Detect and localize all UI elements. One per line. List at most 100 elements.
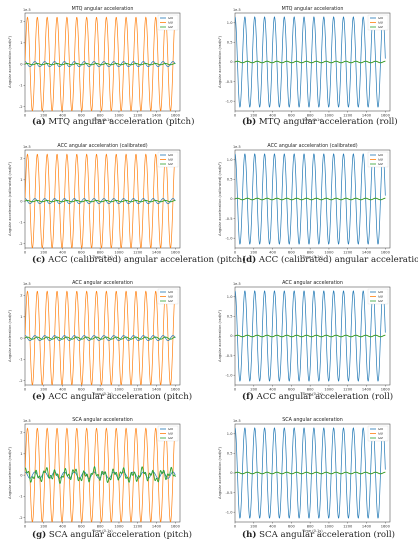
- x-tick-label: 1400: [152, 388, 162, 392]
- caption-label: (g): [32, 529, 46, 540]
- series-line-wx: [235, 16, 386, 108]
- y-tick-label: 0: [20, 199, 23, 203]
- legend-box: [367, 151, 389, 168]
- legend-box: [367, 14, 389, 31]
- legend-label: ωx: [378, 427, 384, 431]
- axis-exponent: 1e-5: [233, 282, 241, 286]
- legend-label: ωx: [168, 153, 174, 157]
- y-tick-label: 0: [20, 473, 23, 477]
- axis-exponent: 1e-5: [23, 8, 31, 12]
- legend-label: ωy: [168, 21, 174, 25]
- y-tick-label: 0: [230, 197, 233, 201]
- x-tick-label: 200: [250, 525, 258, 529]
- y-tick-label: -1: [19, 495, 23, 499]
- x-tick-label: 1600: [171, 251, 181, 255]
- legend-label: ωx: [168, 290, 174, 294]
- y-tick-label: 0: [230, 334, 233, 338]
- y-axis-label: Angular acceleration (rad/s²): [8, 36, 12, 88]
- x-tick-label: 1600: [171, 114, 181, 118]
- caption-text: ACC (calibrated) angular acceleration (r…: [256, 254, 418, 265]
- series-line-wx: [25, 471, 176, 479]
- chart-panel-b: MTQ angular acceleration 1e-5 0 200 400 600 80…: [218, 6, 398, 127]
- x-tick-label: 1000: [114, 388, 124, 392]
- series-line-wz: [25, 336, 176, 340]
- chart-title: MTQ angular acceleration: [282, 6, 344, 12]
- figure-caption: (a) MTQ angular acceleration (pitch): [32, 116, 194, 127]
- series-line-wz: [235, 197, 386, 201]
- x-tick-label: 600: [288, 114, 296, 118]
- x-tick-label: 1000: [324, 251, 334, 255]
- legend-label: ωy: [378, 295, 384, 299]
- x-tick-label: 600: [288, 388, 296, 392]
- y-axis-label: Angular acceleration (rad/s²): [218, 36, 222, 88]
- x-tick-label: 600: [78, 251, 86, 255]
- x-tick-label: 800: [97, 114, 105, 118]
- y-tick-label: 1: [20, 41, 22, 45]
- y-tick-label: 2: [20, 294, 22, 298]
- legend-label: ωx: [168, 427, 174, 431]
- caption-label: (d): [242, 254, 256, 265]
- legend-label: ωx: [378, 290, 384, 294]
- caption-label: (c): [32, 254, 45, 265]
- caption-text: ACC angular acceleration (roll): [254, 391, 393, 402]
- y-tick-label: -0.5: [225, 491, 232, 495]
- x-tick-label: 0: [234, 388, 237, 392]
- x-tick-label: 1000: [114, 114, 124, 118]
- x-tick-label: 200: [40, 114, 48, 118]
- caption-label: (h): [242, 529, 256, 540]
- x-tick-label: 0: [24, 525, 27, 529]
- y-tick-label: -2: [19, 516, 23, 520]
- x-tick-label: 600: [78, 114, 86, 118]
- x-axis-label: Time (0.1s): [301, 255, 323, 259]
- legend-label: ωx: [378, 153, 384, 157]
- x-tick-label: 400: [269, 114, 277, 118]
- y-axis-label: Angular acceleration (rad/s²): [218, 447, 222, 499]
- caption-label: (e): [32, 391, 46, 402]
- chart-panel-a: MTQ angular acceleration 1e-5 0 200 400 600 80…: [8, 6, 194, 127]
- figure-caption: (d) ACC (calibrated) angular acceleratio…: [242, 254, 418, 265]
- legend-box: [157, 288, 179, 305]
- chart-title: ACC angular acceleration (calibrated): [57, 143, 147, 149]
- x-tick-label: 600: [78, 525, 86, 529]
- y-axis-label: Angular acceleration (rad/s²): [218, 310, 222, 362]
- y-tick-label: -2: [19, 105, 23, 109]
- caption-label: (a): [32, 116, 46, 127]
- x-tick-label: 800: [97, 525, 105, 529]
- figure-caption: (g) SCA angular acceleration (pitch): [32, 529, 192, 540]
- x-tick-label: 800: [97, 388, 105, 392]
- legend-label: ωx: [168, 16, 174, 20]
- axis-exponent: 1e-5: [233, 419, 241, 423]
- x-tick-label: 1600: [381, 525, 391, 529]
- axis-exponent: 1e-5: [23, 419, 31, 423]
- legend-box: [157, 151, 179, 168]
- x-tick-label: 0: [24, 388, 27, 392]
- x-tick-label: 800: [307, 251, 315, 255]
- legend-box: [367, 288, 389, 305]
- figure-caption: (h) SCA angular acceleration (roll): [242, 529, 395, 540]
- chart-panel-e: ACC angular acceleration 1e-5 0 200 400 600 80…: [8, 280, 192, 402]
- y-tick-label: -1: [19, 84, 23, 88]
- y-tick-label: -1: [19, 221, 23, 225]
- x-tick-label: 1200: [133, 388, 143, 392]
- x-tick-label: 1400: [152, 114, 162, 118]
- x-tick-label: 200: [250, 114, 258, 118]
- x-tick-label: 400: [59, 251, 67, 255]
- y-tick-label: -1: [19, 358, 23, 362]
- legend-label: ωy: [168, 295, 174, 299]
- series-line-wz: [235, 471, 386, 475]
- caption-text: ACC angular acceleration (pitch): [46, 391, 193, 402]
- x-tick-label: 0: [24, 251, 27, 255]
- x-tick-label: 400: [269, 525, 277, 529]
- x-axis-label: Time (0.1s): [301, 392, 323, 396]
- y-tick-label: 1.0: [227, 21, 233, 25]
- x-axis-label: Time (0.1s): [301, 118, 323, 122]
- x-tick-label: 200: [250, 251, 258, 255]
- x-tick-label: 1400: [152, 251, 162, 255]
- chart-title: ACC angular acceleration (calibrated): [267, 143, 357, 149]
- y-tick-label: 2: [20, 431, 22, 435]
- x-tick-label: 1400: [362, 388, 372, 392]
- legend-label: ωz: [378, 162, 383, 166]
- figure-caption: (b) MTQ angular acceleration (roll): [242, 116, 398, 127]
- legend-box: [157, 14, 179, 31]
- x-tick-label: 1200: [343, 525, 353, 529]
